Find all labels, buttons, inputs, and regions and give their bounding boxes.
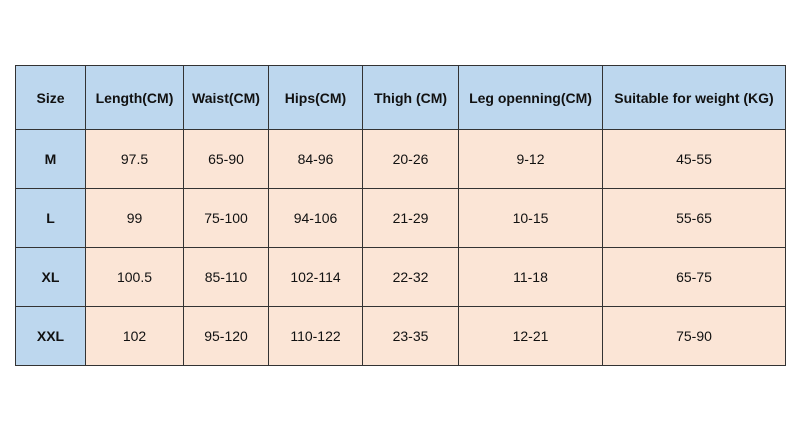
size-table: Size Length(CM) Waist(CM) Hips(CM) Thigh (CM… [15, 65, 786, 366]
size-cell: XL [15, 247, 86, 307]
table-cell: 102-114 [268, 247, 363, 307]
header-cell: Leg openning(CM) [458, 65, 603, 130]
table-cell: 23-35 [362, 306, 459, 366]
table-cell: 10-15 [458, 188, 603, 248]
header-cell: Size [15, 65, 86, 130]
table-row: XL 100.5 85-110 102-114 22-32 11-18 65-75 [15, 247, 786, 307]
table-cell: 11-18 [458, 247, 603, 307]
size-cell: XXL [15, 306, 86, 366]
table-cell: 12-21 [458, 306, 603, 366]
table-row: M 97.5 65-90 84-96 20-26 9-12 45-55 [15, 129, 786, 189]
table-cell: 9-12 [458, 129, 603, 189]
size-cell: L [15, 188, 86, 248]
table-cell: 55-65 [602, 188, 786, 248]
header-cell: Length(CM) [85, 65, 184, 130]
table-cell: 94-106 [268, 188, 363, 248]
table-cell: 75-100 [183, 188, 269, 248]
table-cell: 99 [85, 188, 184, 248]
table-cell: 65-90 [183, 129, 269, 189]
table-cell: 84-96 [268, 129, 363, 189]
header-cell: Hips(CM) [268, 65, 363, 130]
table-row: L 99 75-100 94-106 21-29 10-15 55-65 [15, 188, 786, 248]
table-cell: 45-55 [602, 129, 786, 189]
header-cell: Waist(CM) [183, 65, 269, 130]
table-cell: 85-110 [183, 247, 269, 307]
header-row: Size Length(CM) Waist(CM) Hips(CM) Thigh (CM… [15, 65, 786, 130]
header-cell: Thigh (CM) [362, 65, 459, 130]
table-cell: 20-26 [362, 129, 459, 189]
table-cell: 97.5 [85, 129, 184, 189]
table-cell: 22-32 [362, 247, 459, 307]
table-cell: 75-90 [602, 306, 786, 366]
table-cell: 102 [85, 306, 184, 366]
table-row: XXL 102 95-120 110-122 23-35 12-21 75-90 [15, 306, 786, 366]
table-cell: 110-122 [268, 306, 363, 366]
table-cell: 100.5 [85, 247, 184, 307]
header-cell: Suitable for weight (KG) [602, 65, 786, 130]
size-cell: M [15, 129, 86, 189]
table-cell: 21-29 [362, 188, 459, 248]
table-cell: 65-75 [602, 247, 786, 307]
table-cell: 95-120 [183, 306, 269, 366]
